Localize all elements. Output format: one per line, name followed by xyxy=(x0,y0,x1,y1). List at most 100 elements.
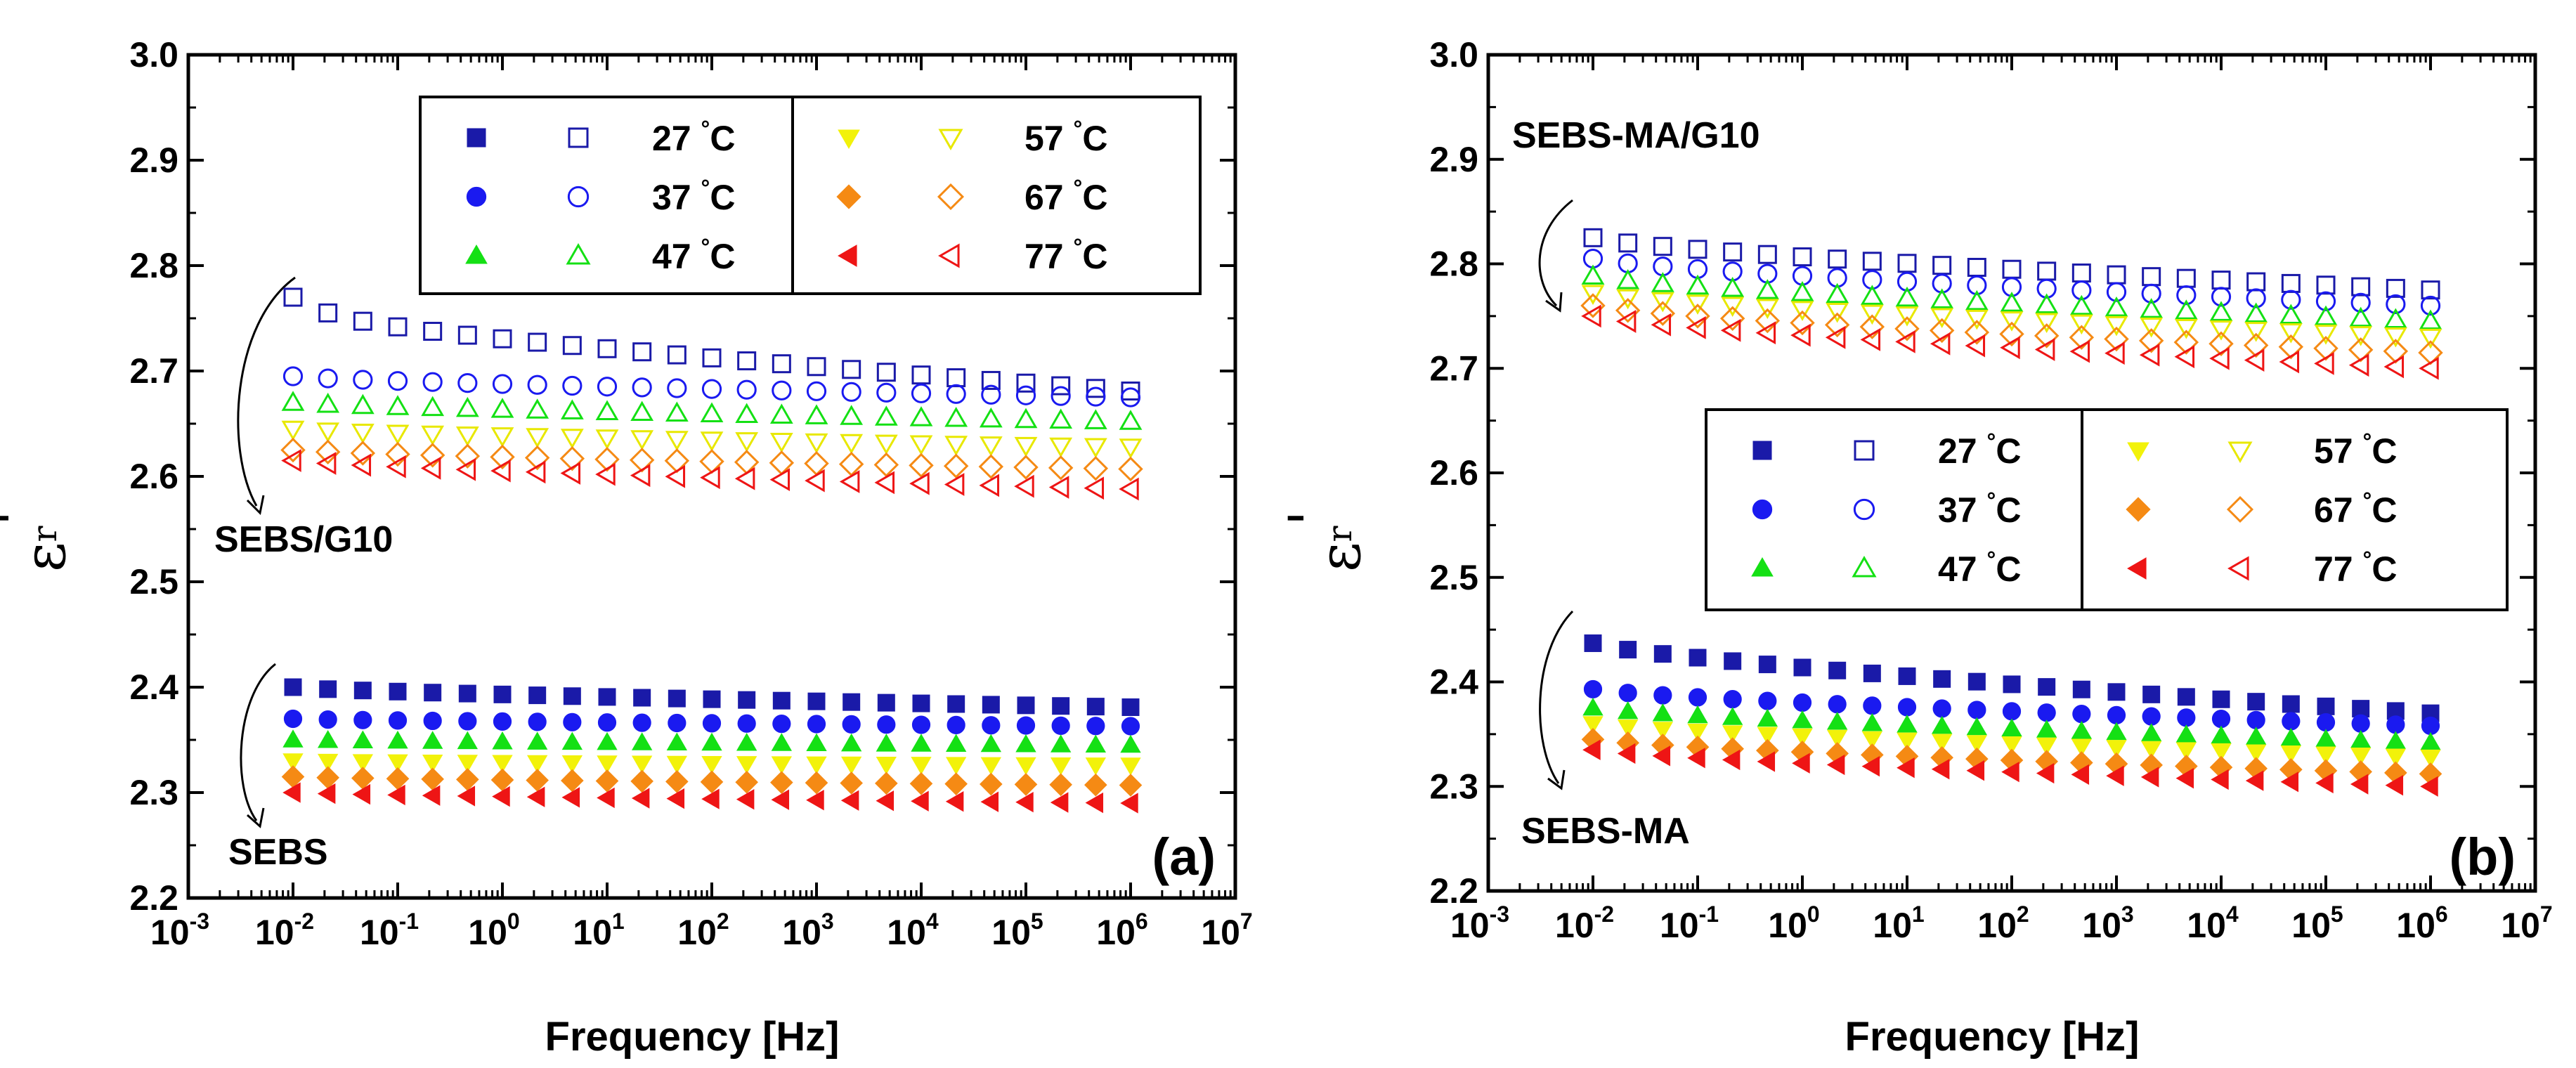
panel-a-data-point xyxy=(422,731,443,749)
panel-a-data-point xyxy=(316,422,340,443)
panel-b-data-point xyxy=(1930,288,1954,308)
panel-a-data-point xyxy=(737,714,756,733)
panel-b-data-point xyxy=(2315,291,2336,311)
panel-b-data-point xyxy=(1861,712,1882,731)
panel-a-y-tick-label: 2.3 xyxy=(129,773,178,812)
panel-a-data-point xyxy=(909,452,934,478)
panel-a-data-point xyxy=(841,382,861,402)
panel-a-data-point xyxy=(630,769,653,793)
panel-a-data-point xyxy=(911,365,931,385)
panel-b-data-point xyxy=(2069,314,2093,335)
panel-b-data-point xyxy=(2176,268,2196,288)
panel-b-data-point xyxy=(1793,658,1811,677)
panel-a-data-point xyxy=(1084,438,1107,459)
panel-a-data-point xyxy=(528,712,547,731)
panel-a-data-point xyxy=(560,399,584,419)
panel-a-data-point xyxy=(737,351,757,371)
panel-a-data-point xyxy=(877,693,895,712)
panel-b-chart: εr' Frequency [Hz] SEBS-MA/G10 SEBS-MA (… xyxy=(1277,35,2553,1060)
panel-b-data-point xyxy=(1689,649,1707,667)
panel-b-data-point xyxy=(1967,701,1986,719)
panel-b-x-tick-label: 10-2 xyxy=(1555,901,1614,945)
panel-a-data-point xyxy=(944,406,968,427)
panel-b-data-point xyxy=(1687,723,1708,742)
panel-a-data-point xyxy=(386,455,406,478)
panel-b-data-point xyxy=(1825,325,1846,349)
panel-b-arrow-composite-head xyxy=(1545,292,1563,313)
panel-a-data-point xyxy=(319,680,337,698)
panel-a-data-point xyxy=(526,398,549,419)
panel-b-data-point xyxy=(1581,264,1605,285)
panel-b-data-point xyxy=(1757,245,1777,264)
panel-b-data-point xyxy=(2209,331,2234,356)
panel-b-data-point xyxy=(2246,744,2267,762)
panel-a-data-point xyxy=(1049,773,1072,797)
panel-b-data-point xyxy=(2177,708,2196,727)
panel-a-data-point xyxy=(528,686,547,705)
panel-a-data-point xyxy=(981,384,1001,405)
panel-b-y-tick-label: 3.0 xyxy=(1429,35,1478,74)
panel-a-data-point xyxy=(526,428,549,448)
panel-b-data-point xyxy=(2003,675,2021,693)
panel-a-data-point xyxy=(979,436,1003,457)
panel-a-data-point xyxy=(700,466,720,490)
panel-b-data-point xyxy=(2037,703,2056,722)
panel-b-data-point xyxy=(2212,690,2230,708)
panel-a-data-point xyxy=(421,767,444,791)
panel-b-data-point xyxy=(2071,280,2092,301)
panel-b-legend-label: 37 °C xyxy=(1938,488,2021,530)
panel-b-data-point xyxy=(2383,308,2407,329)
panel-a-data-point xyxy=(492,731,513,750)
panel-b-data-point xyxy=(2037,261,2057,281)
panel-b-data-point xyxy=(1828,695,1847,714)
panel-b-data-point xyxy=(2174,319,2198,339)
panel-a-data-point xyxy=(1049,408,1073,429)
panel-b-arrow-neat-head xyxy=(1547,769,1566,790)
panel-b-data-point xyxy=(2350,292,2371,313)
panel-b-data-point xyxy=(1967,257,1986,277)
panel-b-x-tick-label: 102 xyxy=(1977,901,2029,945)
panel-b-data-point xyxy=(1792,728,1813,747)
panel-b-data-point xyxy=(1719,306,1745,332)
panel-b-data-point xyxy=(2209,346,2230,370)
panel-a-data-point xyxy=(874,405,898,426)
panel-b-data-point xyxy=(2071,721,2092,739)
panel-b-data-point xyxy=(2036,762,2055,784)
panel-b-x-tick-label: 10-3 xyxy=(1450,901,1509,945)
panel-b-x-tick-label: 107 xyxy=(2501,901,2552,945)
panel-a-data-point xyxy=(805,433,828,454)
panel-b-data-point xyxy=(2244,322,2268,342)
panel-a-legend-marker-filled xyxy=(467,128,486,148)
panel-a-data-point xyxy=(874,434,898,455)
panel-b-x-tick-label: 105 xyxy=(2291,901,2343,945)
panel-a-data-point xyxy=(563,712,582,731)
panel-a-data-point xyxy=(1016,373,1036,393)
panel-b-data-point xyxy=(1651,272,1674,292)
panel-a-data-point xyxy=(841,756,862,775)
panel-b-data-point xyxy=(1932,699,1951,718)
panel-b-data-point xyxy=(1687,748,1705,769)
panel-b-data-point xyxy=(2105,296,2128,317)
panel-a-data-point xyxy=(667,378,687,398)
panel-a-data-point xyxy=(911,734,932,752)
panel-b-data-point xyxy=(1653,645,1672,663)
panel-a-data-point xyxy=(877,715,896,734)
panel-a-data-point xyxy=(633,689,651,707)
panel-b-legend-marker-open xyxy=(2226,495,2254,523)
panel-b-data-point xyxy=(1688,240,1707,259)
panel-b-data-point xyxy=(1755,279,1779,299)
panel-a-data-point xyxy=(665,770,689,793)
panel-a-data-point xyxy=(1083,455,1109,481)
panel-a-data-point xyxy=(282,729,304,748)
panel-b-data-point xyxy=(2315,746,2336,764)
panel-b-data-point xyxy=(1755,299,1779,320)
panel-a-data-point xyxy=(665,401,689,422)
panel-a-data-point xyxy=(281,449,301,472)
panel-a-x-tick-label: 100 xyxy=(468,909,519,952)
panel-a-data-point xyxy=(316,766,339,790)
panel-b-legend-1: 27 °C 37 °C 47 °C xyxy=(1705,408,2083,611)
panel-a-data-point xyxy=(806,733,827,752)
panel-a-data-point xyxy=(455,396,479,417)
panel-a-data-point xyxy=(909,471,930,495)
panel-b-series xyxy=(1582,716,2441,768)
